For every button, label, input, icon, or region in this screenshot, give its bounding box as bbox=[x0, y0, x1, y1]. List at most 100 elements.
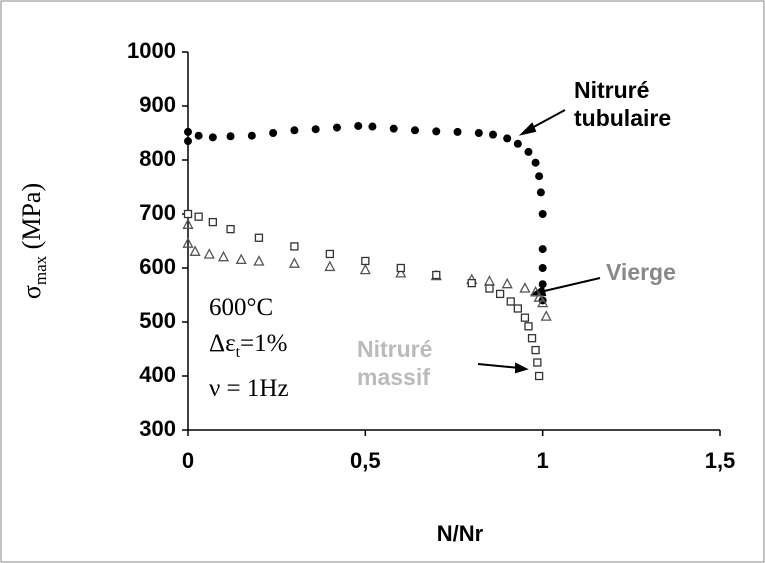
point bbox=[520, 313, 530, 322]
point bbox=[182, 237, 194, 248]
y-tick-label: 800 bbox=[139, 146, 176, 171]
conditions: 600°C Δεt=1% ν = 1Hz bbox=[209, 290, 289, 407]
y-label-symbol: σ bbox=[17, 285, 46, 299]
point bbox=[535, 172, 544, 181]
point bbox=[533, 358, 542, 367]
strain-value: =1% bbox=[240, 330, 288, 357]
point bbox=[503, 134, 512, 143]
point bbox=[226, 132, 235, 141]
point bbox=[432, 270, 441, 280]
point bbox=[361, 256, 370, 266]
point bbox=[519, 282, 531, 293]
series-label: Vierge bbox=[606, 259, 676, 285]
arrow-head bbox=[515, 362, 529, 374]
point bbox=[501, 277, 513, 289]
point bbox=[359, 263, 371, 275]
y-label-sub: max bbox=[31, 255, 50, 285]
series-label: Nitruré tubulaire bbox=[574, 77, 672, 131]
point bbox=[529, 285, 542, 297]
x-axis-label: N/Nr bbox=[437, 521, 484, 546]
point bbox=[495, 289, 505, 299]
point bbox=[513, 139, 522, 148]
point bbox=[538, 210, 547, 218]
point bbox=[467, 278, 476, 288]
temperature: 600°C bbox=[209, 294, 274, 321]
point bbox=[247, 131, 256, 140]
x-tick-label: 0,5 bbox=[350, 448, 381, 473]
point bbox=[311, 125, 320, 134]
point bbox=[182, 218, 194, 229]
x-tick-label: 1,5 bbox=[705, 448, 736, 473]
point bbox=[184, 127, 192, 136]
point bbox=[325, 249, 335, 259]
point bbox=[208, 133, 217, 142]
point bbox=[208, 217, 217, 227]
x-tick-label: 0 bbox=[182, 448, 194, 473]
point bbox=[534, 371, 544, 381]
y-tick-label: 1000 bbox=[127, 38, 176, 63]
point bbox=[506, 297, 515, 306]
point bbox=[368, 122, 377, 131]
point bbox=[524, 322, 533, 331]
point bbox=[538, 245, 547, 254]
point bbox=[290, 126, 299, 135]
point bbox=[536, 188, 545, 197]
point bbox=[235, 253, 247, 265]
point bbox=[533, 291, 545, 302]
point bbox=[453, 127, 462, 136]
strain: Δεt=1% bbox=[209, 326, 289, 371]
arrow-head bbox=[518, 122, 537, 136]
point bbox=[538, 280, 547, 289]
y-tick-label: 600 bbox=[139, 254, 176, 279]
y-tick-label: 900 bbox=[139, 92, 176, 117]
point bbox=[410, 126, 419, 135]
x-tick-label: 1 bbox=[537, 448, 549, 473]
point bbox=[531, 158, 540, 167]
point bbox=[269, 129, 278, 137]
point bbox=[389, 124, 398, 133]
y-tick-label: 700 bbox=[139, 200, 176, 225]
point bbox=[527, 334, 537, 343]
point bbox=[253, 255, 265, 266]
point bbox=[540, 310, 552, 321]
y-tick-label: 300 bbox=[139, 416, 176, 441]
series-label: Nitruré massif bbox=[357, 336, 433, 390]
y-tick-label: 500 bbox=[139, 308, 176, 333]
arrows bbox=[477, 109, 601, 374]
point bbox=[226, 224, 235, 234]
point bbox=[183, 209, 193, 219]
point bbox=[217, 250, 230, 262]
point bbox=[203, 248, 215, 259]
strain-sub: t bbox=[235, 344, 241, 361]
point bbox=[324, 260, 336, 272]
y-label-unit: (MPa) bbox=[17, 183, 46, 256]
point bbox=[194, 212, 203, 221]
point bbox=[432, 127, 441, 136]
point bbox=[189, 245, 201, 256]
point bbox=[483, 275, 496, 286]
point bbox=[538, 264, 547, 272]
point bbox=[396, 263, 405, 273]
point bbox=[290, 242, 299, 251]
point bbox=[489, 130, 498, 139]
point bbox=[354, 121, 363, 130]
point bbox=[485, 284, 494, 293]
point bbox=[395, 267, 407, 278]
point bbox=[254, 233, 264, 242]
y-axis-label: σmax (MPa) bbox=[17, 183, 50, 299]
point bbox=[513, 304, 522, 313]
point bbox=[524, 147, 533, 156]
y-tick-label: 400 bbox=[139, 362, 176, 387]
point bbox=[537, 296, 549, 308]
strain-symbol: Δε bbox=[209, 330, 236, 357]
point bbox=[531, 345, 540, 355]
arrow bbox=[477, 363, 521, 369]
point bbox=[288, 257, 300, 268]
point bbox=[474, 129, 483, 137]
point bbox=[184, 137, 192, 146]
point bbox=[332, 123, 341, 132]
frequency: ν = 1Hz bbox=[209, 375, 289, 402]
